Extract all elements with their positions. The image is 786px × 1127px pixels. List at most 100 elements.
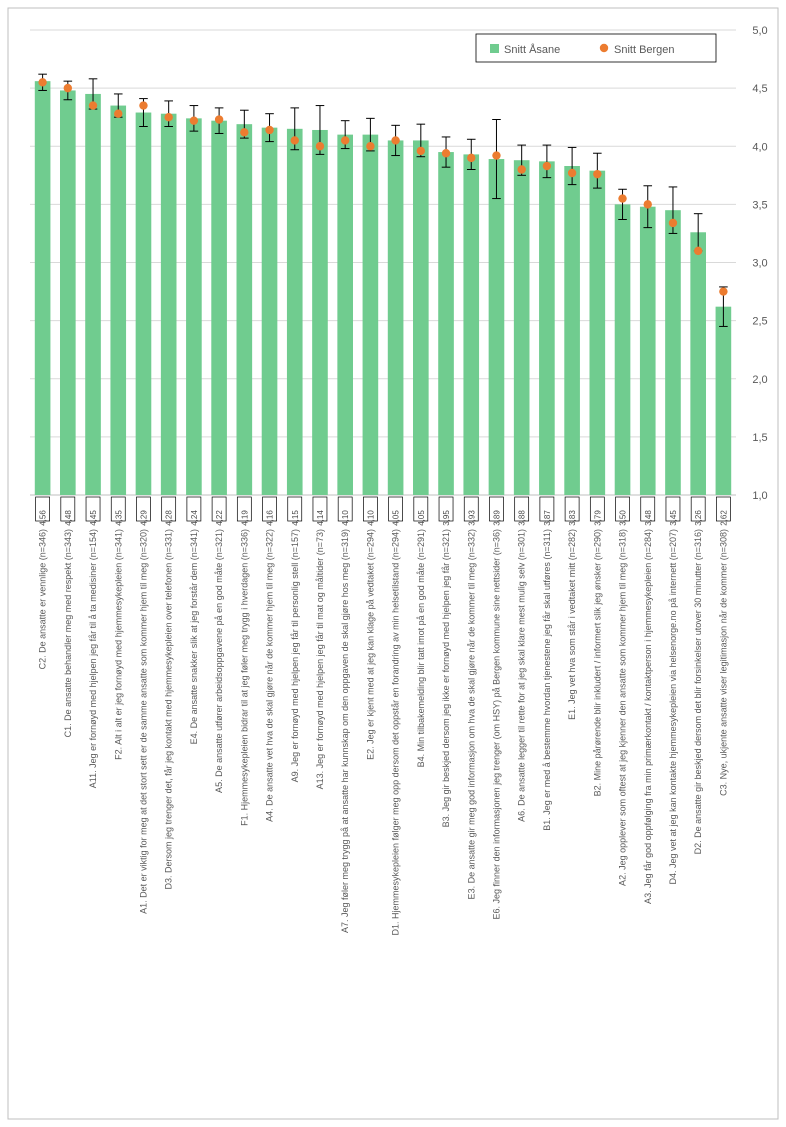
value-label: 3,50 (619, 510, 628, 526)
marker-dot (543, 162, 551, 170)
value-label: 4,29 (139, 510, 148, 526)
marker-dot (316, 142, 324, 150)
category-label: B2. Mine pårørende blir inkludert / info… (592, 529, 602, 796)
marker-dot (114, 110, 122, 118)
bar (186, 118, 202, 495)
category-label: A5. De ansatte utfører arbeidsoppgavene … (214, 529, 224, 793)
category-label: C2. De ansatte er vennlige (n=346) (38, 529, 48, 669)
value-label: 4,48 (64, 510, 73, 526)
value-label: 4,05 (417, 510, 426, 526)
bar (463, 154, 479, 495)
value-label: 4,15 (291, 510, 300, 526)
value-label: 3,87 (543, 510, 552, 526)
marker-dot (366, 142, 374, 150)
y-tick-label: 2,0 (752, 374, 767, 386)
y-tick-label: 5,0 (752, 25, 767, 37)
value-label: 4,16 (266, 510, 275, 526)
value-label: 3,95 (442, 510, 451, 526)
value-label: 4,10 (341, 510, 350, 526)
value-label: 4,05 (392, 510, 401, 526)
marker-dot (719, 287, 727, 295)
category-label: A11. Jeg er fornøyd med hjelpen jeg får … (88, 529, 98, 788)
category-label: B3. Jeg gir beskjed dersom jeg ikke er f… (441, 529, 451, 827)
marker-dot (694, 247, 702, 255)
bar (413, 140, 429, 495)
marker-dot (291, 136, 299, 144)
legend-label: Snitt Åsane (504, 43, 560, 56)
bar (564, 166, 580, 495)
marker-dot (669, 219, 677, 227)
bar (615, 204, 631, 495)
value-label: 4,10 (366, 510, 375, 526)
bar (211, 121, 227, 495)
value-label: 3,48 (644, 510, 653, 526)
value-label: 4,19 (240, 510, 249, 526)
category-label: F2. Alt i alt er jeg fornøyd med hjemmes… (113, 529, 123, 760)
value-label: 4,14 (316, 510, 325, 526)
category-label: A3. Jeg får god oppfølging fra min primæ… (643, 529, 653, 904)
bar (640, 207, 656, 495)
bar (35, 81, 51, 495)
marker-dot (417, 147, 425, 155)
marker-dot (593, 170, 601, 178)
bar (388, 140, 404, 495)
marker-dot (265, 126, 273, 134)
marker-dot (64, 84, 72, 92)
marker-dot (164, 113, 172, 121)
category-label: D2. De ansatte gir beskjed dersom det bl… (693, 529, 703, 854)
bar (237, 124, 253, 495)
category-label: B1. Jeg er med å bestemme hvordan tjenes… (542, 529, 552, 831)
value-label: 4,35 (114, 510, 123, 526)
bar (337, 135, 353, 495)
value-label: 3,83 (568, 510, 577, 526)
category-label: F1. Hjemmesykepleien bidrar til at jeg f… (239, 529, 249, 826)
category-label: A4. De ansatte vet hva de skal gjøre når… (265, 529, 275, 822)
category-label: E2. Jeg er kjent med at jeg kan klage på… (365, 529, 375, 760)
category-label: A1. Det er viktig for meg at det stort s… (138, 529, 148, 914)
y-tick-label: 4,5 (752, 83, 767, 95)
y-tick-label: 2,5 (752, 316, 767, 328)
legend-swatch-marker (600, 44, 608, 52)
marker-dot (139, 101, 147, 109)
bar (665, 210, 681, 495)
chart-container: 1,01,52,02,53,03,54,04,55,04,56C2. De an… (0, 0, 786, 1127)
marker-dot (215, 115, 223, 123)
value-label: 4,28 (165, 510, 174, 526)
category-label: C1. De ansatte behandler meg med respekt… (63, 529, 73, 737)
value-label: 3,45 (669, 510, 678, 526)
bar (690, 232, 706, 495)
marker-dot (568, 169, 576, 177)
bar (262, 128, 278, 495)
marker-dot (467, 154, 475, 162)
category-label: E4. De ansatte snakker slik at jeg forst… (189, 529, 199, 744)
category-label: B4. Min tilbakemelding blir tatt imot på… (416, 529, 426, 767)
y-tick-label: 4,0 (752, 141, 767, 153)
category-label: A9. Jeg er fornøyd med hjelpen jeg får t… (290, 529, 300, 782)
y-tick-label: 3,0 (752, 258, 767, 270)
value-label: 3,93 (467, 510, 476, 526)
category-label: A2. Jeg opplever som oftest at jeg kjenn… (618, 529, 628, 886)
bar (438, 152, 454, 495)
bar (489, 159, 505, 495)
bar (716, 307, 732, 495)
bar (161, 114, 177, 495)
marker-dot (644, 200, 652, 208)
chart-svg: 1,01,52,02,53,03,54,04,55,04,56C2. De an… (0, 0, 786, 1127)
bar (136, 113, 152, 495)
bar (85, 94, 101, 495)
category-label: D3. Dersom jeg trenger det, får jeg kont… (164, 529, 174, 889)
marker-dot (442, 149, 450, 157)
bar (539, 161, 555, 495)
bar (312, 130, 328, 495)
marker-dot (341, 136, 349, 144)
marker-dot (240, 128, 248, 136)
legend-swatch-bar (490, 44, 499, 53)
value-label: 2,62 (719, 510, 728, 526)
bar (287, 129, 303, 495)
category-label: E1. Jeg vet hva som står i vedtaket mitt… (567, 529, 577, 720)
marker-dot (89, 101, 97, 109)
category-label: E3. De ansatte gir meg god informasjon o… (466, 529, 476, 899)
marker-dot (190, 116, 198, 124)
marker-dot (517, 165, 525, 173)
y-tick-label: 3,5 (752, 199, 767, 211)
